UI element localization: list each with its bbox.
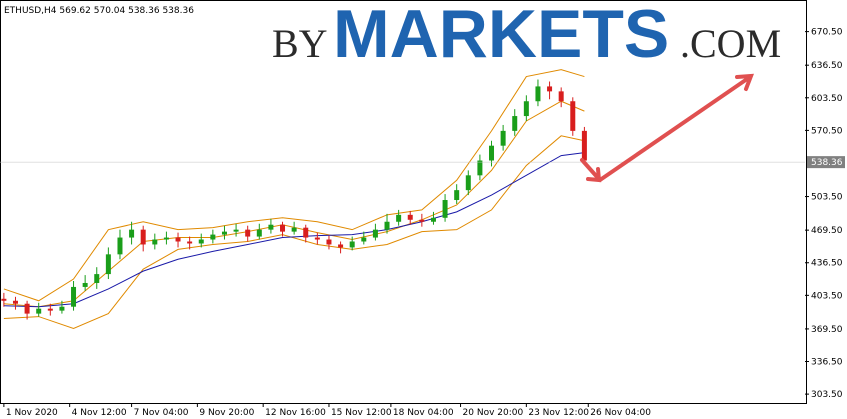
logo-suffix: .COM xyxy=(680,21,781,66)
candle-body xyxy=(523,101,529,117)
candle-body xyxy=(117,237,123,255)
candle-body xyxy=(303,227,309,238)
x-tick-label: 18 Nov 04:00 xyxy=(393,408,454,418)
y-tick-label: 469.50 xyxy=(811,226,843,236)
candle-body xyxy=(268,224,274,230)
last-price-box xyxy=(807,156,845,169)
candle-body xyxy=(12,300,18,304)
candle-body xyxy=(291,227,297,232)
logo-name: MARKETS xyxy=(333,0,669,72)
candle-body xyxy=(581,130,587,161)
candle-body xyxy=(535,86,541,102)
candle-body xyxy=(372,229,378,238)
candle-body xyxy=(489,145,495,161)
candle-body xyxy=(547,86,553,92)
candle-body xyxy=(256,229,262,237)
candle-body xyxy=(129,229,135,238)
x-tick-label: 26 Nov 04:00 xyxy=(590,408,651,418)
candle-body xyxy=(210,234,216,240)
candle-body xyxy=(361,237,367,242)
logo-prefix: BY xyxy=(272,21,328,66)
candle-body xyxy=(407,214,413,220)
arrow xyxy=(598,75,752,182)
candle-body xyxy=(82,282,88,287)
candle-body xyxy=(1,298,7,301)
candle-body xyxy=(430,217,436,222)
y-tick-label: 503.50 xyxy=(811,193,843,203)
plot-frame xyxy=(0,0,807,404)
candle-body xyxy=(314,237,320,240)
candle-body xyxy=(570,101,576,131)
candle-body xyxy=(36,308,42,314)
candle-body xyxy=(280,224,286,232)
plot: 303.50 336.50 369.50 403.50 436.50 469.50 503.… xyxy=(0,28,845,418)
x-tick-label: 9 Nov 20:00 xyxy=(199,408,254,418)
y-tick-label: 670.50 xyxy=(811,28,843,38)
candle-body xyxy=(59,306,65,311)
y-tick-label: 570.50 xyxy=(811,126,843,136)
x-tick-label: 20 Nov 20:00 xyxy=(463,408,524,418)
candle-body xyxy=(245,229,251,237)
x-tick-label: 15 Nov 12:00 xyxy=(331,408,392,418)
candle-body xyxy=(454,190,460,201)
indicator-line xyxy=(3,152,585,308)
indicator-line xyxy=(3,69,585,302)
y-tick-label: 436.50 xyxy=(811,259,843,269)
x-tick-label: 1 Nov 2020 xyxy=(6,408,58,418)
candle-body xyxy=(500,130,506,146)
candle-body xyxy=(152,239,158,245)
x-tick-label: 23 Nov 12:00 xyxy=(528,408,589,418)
y-tick-label: 603.50 xyxy=(811,94,843,104)
candle-body xyxy=(175,237,181,242)
candle-body xyxy=(512,116,518,131)
candle-body xyxy=(558,91,564,102)
last-price-label: 538.36 xyxy=(811,158,843,168)
arrows xyxy=(580,73,754,183)
candle-body xyxy=(465,175,471,191)
candle-body xyxy=(384,221,390,230)
candle-body xyxy=(233,229,239,232)
candle-body xyxy=(419,219,425,222)
arrow-head xyxy=(735,73,754,91)
candle-body xyxy=(105,254,111,275)
y-tick-label: 636.50 xyxy=(811,61,843,71)
candle-body xyxy=(94,274,100,283)
chart-title: ETHUSD,H4 569.62 570.04 538.36 538.36 xyxy=(4,6,194,16)
candle-body xyxy=(71,286,77,307)
candle-body xyxy=(442,200,448,218)
candle-body xyxy=(198,239,204,244)
x-tick-label: 12 Nov 16:00 xyxy=(265,408,326,418)
y-tick-label: 336.50 xyxy=(811,358,843,368)
indicator-line xyxy=(3,135,585,329)
candle-body xyxy=(338,244,344,248)
candle-body xyxy=(326,239,332,245)
x-tick-label: 4 Nov 12:00 xyxy=(72,408,127,418)
candle-body xyxy=(140,229,146,245)
candle-body xyxy=(221,231,227,235)
y-tick-label: 369.50 xyxy=(811,325,843,335)
candle-body xyxy=(477,160,483,176)
candle-body xyxy=(24,303,30,314)
candle-body xyxy=(47,308,53,311)
candle-body xyxy=(349,241,355,248)
candle-body xyxy=(163,237,169,240)
arrow xyxy=(580,158,600,180)
y-tick-label: 403.50 xyxy=(811,291,843,301)
candle-body xyxy=(187,241,193,244)
y-tick-label: 303.50 xyxy=(811,390,843,400)
x-tick-label: 7 Nov 04:00 xyxy=(134,408,189,418)
candle-body xyxy=(396,214,402,222)
